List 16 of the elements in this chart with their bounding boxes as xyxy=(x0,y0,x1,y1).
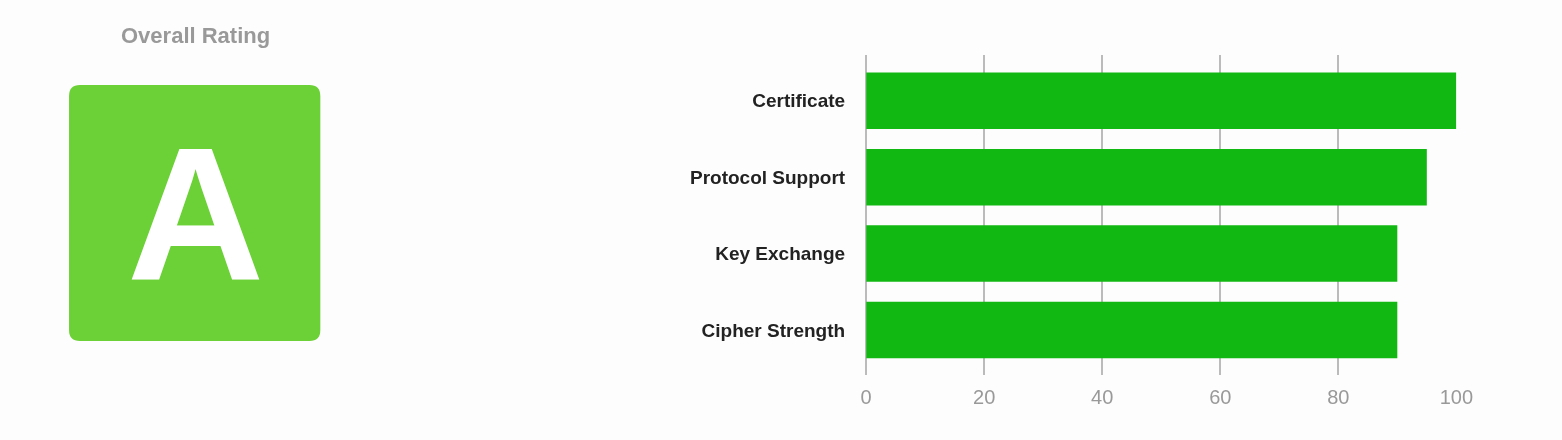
y-tick-label: Cipher Strength xyxy=(701,319,846,341)
bar xyxy=(866,72,1457,130)
x-tick-label: 20 xyxy=(973,386,996,408)
x-tick-label: 0 xyxy=(860,386,872,408)
x-tick-label: 80 xyxy=(1327,386,1350,408)
bar xyxy=(866,301,1398,359)
y-tick-label: Certificate xyxy=(752,90,846,112)
bar xyxy=(866,225,1398,282)
x-tick-label: 40 xyxy=(1091,386,1114,408)
y-tick-label: Protocol Support xyxy=(689,166,846,188)
text: Overall Rating xyxy=(121,23,271,48)
x-tick-label: 60 xyxy=(1209,386,1232,408)
bar xyxy=(866,148,1427,206)
y-tick-label: Key Exchange xyxy=(715,243,846,265)
text: A xyxy=(127,107,265,319)
x-tick-label: 100 xyxy=(1439,386,1474,408)
